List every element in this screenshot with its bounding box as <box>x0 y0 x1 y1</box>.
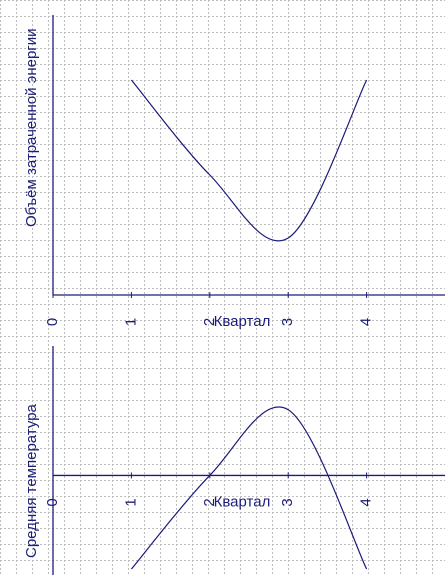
x-tick-label: 0 <box>44 318 61 326</box>
data-line <box>130 79 368 242</box>
x-axis-title: Квартал <box>214 313 271 330</box>
x-tick-label: 3 <box>279 498 296 506</box>
x-tick-label: 3 <box>279 318 296 326</box>
x-tick-label: 1 <box>122 318 139 326</box>
x-tick-label: 0 <box>44 498 61 506</box>
y-axis-title: Объём затраченной энергии <box>23 28 40 227</box>
y-axis-title: Средняя температура <box>23 403 40 558</box>
x-tick-label: 2 <box>201 318 218 326</box>
x-axis-title: Квартал <box>214 493 271 510</box>
x-tick-label: 2 <box>201 498 218 506</box>
x-tick-label: 1 <box>122 498 139 506</box>
data-line <box>130 406 368 570</box>
x-tick-label: 4 <box>358 318 375 326</box>
x-tick-label: 4 <box>358 498 375 506</box>
